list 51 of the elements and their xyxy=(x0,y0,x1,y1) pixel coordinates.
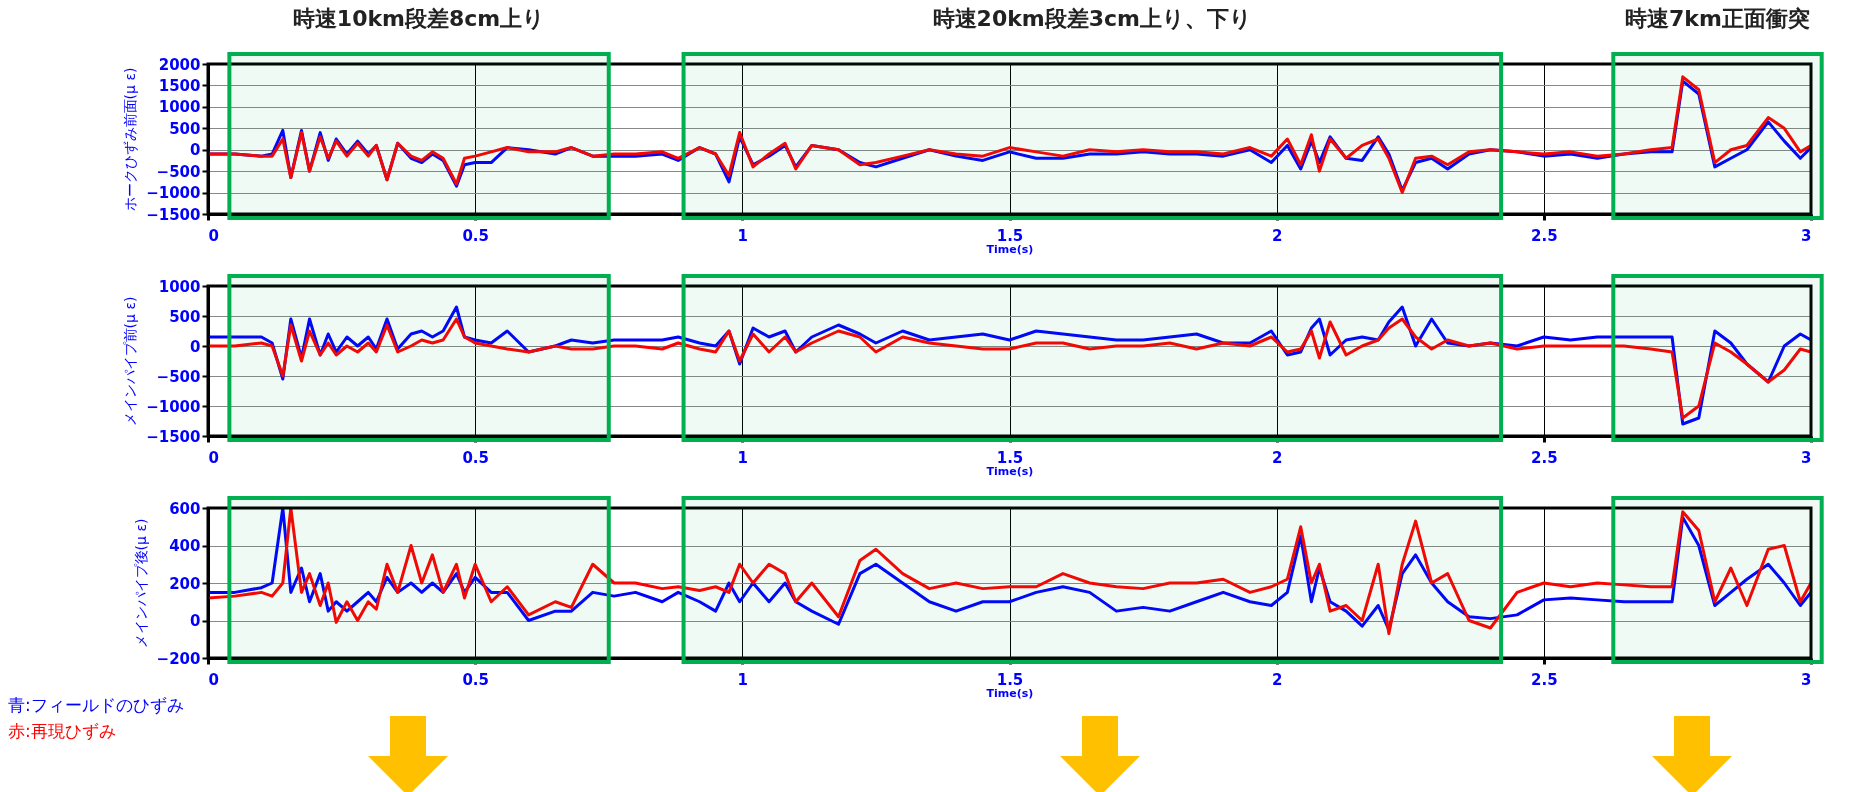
x-tick-label: 2.5 xyxy=(1531,448,1558,467)
x-tick-label: 2.5 xyxy=(1531,670,1558,689)
x-tick-label: 2 xyxy=(1271,226,1283,245)
y-tick-label: −1000 xyxy=(146,184,201,203)
y-axis-title: メインパイプ後(μ ε) xyxy=(132,518,149,649)
x-tick-label: 1.5 xyxy=(996,670,1024,689)
x-tick-label: 3 xyxy=(1801,670,1812,689)
x-tick-label: 0 xyxy=(208,670,219,689)
y-axis-title: メインパイプ前(μ ε) xyxy=(122,296,139,427)
x-tick-label: 1.5 xyxy=(996,448,1024,467)
y-tick-label: −1500 xyxy=(146,205,201,224)
x-tick-label: 2 xyxy=(1271,448,1283,467)
x-axis-title: Time(s) xyxy=(986,242,1034,256)
band-label: 時速10km段差8cm上り xyxy=(292,6,546,31)
text: 赤:再現ひずみ xyxy=(8,721,116,741)
y-tick-label: 500 xyxy=(169,119,201,138)
x-axis-title: Time(s) xyxy=(986,686,1034,700)
y-tick-label: 400 xyxy=(169,537,201,555)
x-axis-title: Time(s) xyxy=(986,464,1034,478)
y-tick-label: 0 xyxy=(190,612,201,630)
band-label: 時速7km正面衝突 xyxy=(1625,6,1810,31)
y-axis-title: ホークひずみ前面(μ ε) xyxy=(122,67,139,212)
x-tick-label: 1 xyxy=(737,226,749,245)
x-tick-label: 3 xyxy=(1801,226,1812,245)
y-tick-label: 200 xyxy=(169,574,201,593)
y-tick-label: 600 xyxy=(169,499,201,518)
y-tick-label: −500 xyxy=(156,367,201,386)
y-tick-label: 1500 xyxy=(158,76,201,95)
y-tick-label: 500 xyxy=(169,307,201,326)
x-tick-label: 0 xyxy=(208,448,219,467)
y-tick-label: −500 xyxy=(156,162,201,181)
x-tick-label: 0.5 xyxy=(462,226,489,245)
band-label: 時速20km段差3cm上り、下り xyxy=(932,6,1253,31)
y-tick-label: −200 xyxy=(156,649,201,668)
x-tick-label: 2.5 xyxy=(1531,226,1558,245)
x-tick-label: 1.5 xyxy=(996,226,1024,245)
x-tick-label: 0 xyxy=(208,226,219,245)
y-tick-label: 0 xyxy=(190,141,201,160)
y-tick-label: 1000 xyxy=(158,98,201,117)
y-tick-label: −1000 xyxy=(146,397,201,416)
y-tick-label: 2000 xyxy=(158,55,201,74)
x-tick-label: 2 xyxy=(1271,670,1283,689)
x-tick-label: 0.5 xyxy=(462,670,489,689)
x-tick-label: 3 xyxy=(1801,448,1812,467)
x-tick-label: 0.5 xyxy=(462,448,489,467)
y-tick-label: −1500 xyxy=(146,427,201,446)
text: 青:フィールドのひずみ xyxy=(8,695,184,715)
y-tick-label: 1000 xyxy=(158,277,201,296)
y-tick-label: 0 xyxy=(190,337,201,356)
x-tick-label: 1 xyxy=(737,448,749,467)
x-tick-label: 1 xyxy=(737,670,749,689)
